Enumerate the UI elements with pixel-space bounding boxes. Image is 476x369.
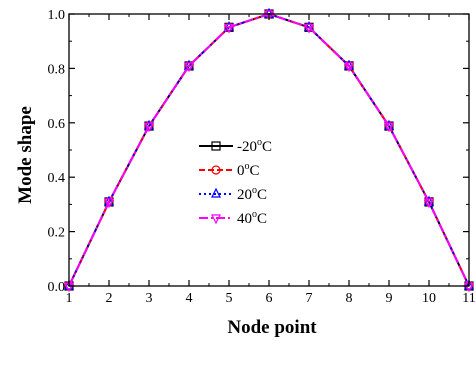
y-tick-label: 1.0 <box>48 8 66 23</box>
data-point-3 <box>384 122 394 133</box>
legend-label-value: 20 <box>237 187 252 203</box>
y-tick-label: 0.6 <box>48 117 66 132</box>
data-point-2 <box>384 119 394 130</box>
x-tick-label: 10 <box>422 291 436 306</box>
legend-label-degree: o <box>257 137 262 148</box>
x-tick-label: 4 <box>186 291 193 306</box>
legend-label-unit: C <box>257 211 267 227</box>
legend-marker-3 <box>211 214 221 225</box>
legend-label-3: 40oC <box>237 209 267 227</box>
data-point-2 <box>464 279 474 290</box>
data-point-3 <box>264 10 274 21</box>
series-line-2 <box>68 12 470 287</box>
legend-label-1: 0oC <box>237 161 260 179</box>
legend-marker-0 <box>211 141 221 151</box>
legend-label-0: -20oC <box>237 137 272 155</box>
legend-label-degree: o <box>252 209 257 220</box>
axes: 1 2 3 4 5 6 7 8 9 10 11 0.0 0.2 0.4 0.6 0.8 1.0 <box>48 8 476 306</box>
data-point-3 <box>424 198 434 209</box>
data-point-3 <box>224 23 234 34</box>
data-point-2 <box>144 119 154 130</box>
x-tick-label: 2 <box>106 291 113 306</box>
data-point-3 <box>184 62 194 73</box>
data-point-2 <box>424 195 434 206</box>
legend-label-2: 20oC <box>237 185 267 203</box>
data-point-3 <box>144 122 154 133</box>
legend-marker-1 <box>211 165 221 175</box>
y-tick-label: 0.2 <box>48 226 66 241</box>
y-axis-title: Mode shape <box>15 106 36 204</box>
legend-label-unit: C <box>250 163 260 179</box>
legend-label-degree: o <box>245 161 250 172</box>
x-tick-label: 8 <box>346 291 353 306</box>
data-point-2 <box>304 20 314 31</box>
x-axis-title: Node point <box>227 317 317 338</box>
y-tick-label: 0.8 <box>48 62 66 77</box>
data-point-3 <box>344 62 354 73</box>
data-point-2 <box>104 195 114 206</box>
x-tick-label: 6 <box>266 291 273 306</box>
x-tick-label: 5 <box>226 291 233 306</box>
legend-label-value: -20 <box>237 139 257 155</box>
data-point-2 <box>64 279 74 290</box>
legend-label-degree: o <box>252 185 257 196</box>
x-tick-label: 11 <box>462 291 475 306</box>
data-point-3 <box>304 23 314 34</box>
legend-label-value: 0 <box>237 163 245 179</box>
x-tick-label: 9 <box>386 291 393 306</box>
data-point-3 <box>104 198 114 209</box>
legend-label-value: 40 <box>237 211 252 227</box>
legend-label-unit: C <box>262 139 272 155</box>
legend-label-unit: C <box>257 187 267 203</box>
x-tick-label: 7 <box>306 291 313 306</box>
y-tick-label: 0.0 <box>48 280 66 295</box>
x-tick-label: 3 <box>146 291 153 306</box>
y-tick-label: 0.4 <box>48 171 66 186</box>
x-tick-label: 1 <box>66 291 73 306</box>
legend-marker-2 <box>211 187 221 198</box>
data-point-2 <box>184 59 194 70</box>
